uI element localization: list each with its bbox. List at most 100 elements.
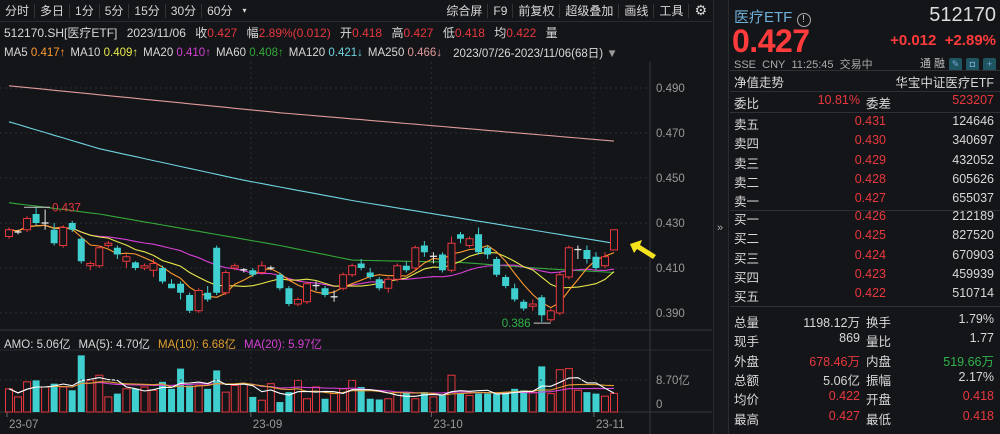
candle [14,229,22,235]
level-price[interactable]: 0.428 [854,171,886,186]
candle [23,216,32,232]
divider [98,3,100,18]
range-dropdown-icon[interactable]: ▼ [606,48,618,60]
amo-bar [493,393,501,412]
level-price[interactable]: 0.426 [854,209,886,223]
bid-level[interactable]: 买二 0.425 827520 [730,228,998,247]
bid-level[interactable]: 买四 0.423 459939 [730,267,998,286]
bid-level[interactable]: 买五 0.422 510714 [730,286,998,305]
expand-chevron-icon[interactable]: » [717,222,724,234]
time-label: 11:25:45 [791,59,834,71]
candle-body [402,265,410,271]
candle-body [528,303,537,307]
tools-button[interactable]: 工具 [659,4,684,18]
ma-value: 0.409↑ [103,47,139,59]
level-price[interactable]: 0.430 [854,133,886,148]
amo-bar [511,388,519,412]
candle [348,263,357,277]
period-tab-5min[interactable]: 5分 [104,4,124,18]
level-price[interactable]: 0.431 [854,114,886,128]
amo-bar [564,368,573,413]
avg-field: 均0.422 [494,26,536,40]
amo-bar [475,393,483,412]
stat-label: 内盘 [866,354,892,369]
bid-level[interactable]: 买三 0.424 670903 [730,248,998,267]
divider [128,3,130,18]
amo-ma5-line [8,377,615,397]
super-overlay-button[interactable]: 超级叠加 [565,4,614,18]
period-tab-multiday[interactable]: 多日 [40,4,65,18]
level-price[interactable]: 0.425 [854,228,886,243]
period-tab-15min[interactable]: 15分 [134,4,160,18]
ma20-line [8,224,615,287]
ma-value: 0.421↓ [328,47,363,59]
quote-panel: 医疗ETF ! 512170 0.427 +0.012 +2.89% SSE C… [730,0,1000,434]
period-tab-60min[interactable]: 60分 [207,4,233,18]
security-code: 512170 [929,4,996,26]
ma-value: 0.466↓ [407,47,443,59]
currency-label: CNY [762,59,786,71]
forward-adjust-button[interactable]: 前复权 [518,4,555,18]
level-label: 买四 [734,270,760,285]
exchange-label: SSE [734,59,757,71]
ma-value: 0.410↑ [176,47,211,59]
candle [357,259,365,271]
period-tab-1min[interactable]: 1分 [75,4,94,18]
amo-bar [366,398,374,412]
ma-legend-row: MA5 0.417↑ MA10 0.409↑ MA20 0.410↑ MA60 0.4… [4,45,710,61]
more-periods-dropdown-icon[interactable]: ▾ [242,6,247,15]
level-price[interactable]: 0.422 [854,286,886,301]
candle [122,254,131,268]
level-price[interactable]: 0.429 [854,152,886,167]
composite-screen-button[interactable]: 综合屏 [446,4,483,18]
change-field: 幅2.89%(0.012) [247,26,331,40]
candle [555,272,564,316]
plus-icon[interactable]: + [983,57,996,71]
date-tick-label: 23-09 [253,419,282,431]
f9-button[interactable]: F9 [493,3,508,18]
candle-body [411,247,420,269]
level-label: 卖五 [734,118,760,132]
panel-toggle-strip[interactable]: » [713,0,729,434]
period-tab-30min[interactable]: 30分 [170,4,197,18]
candle [95,245,104,268]
candle-body [159,268,167,282]
ask-level[interactable]: 卖二 0.428 605626 [730,172,998,191]
toolbar: 分时 多日 1分 5分 15分 30分 60分 ▾ 综合屏 F9 前复权 超级叠… [0,0,712,22]
kline-chart[interactable]: 0.490 0.470 0.450 0.430 0.410 0.390 23-07 23-09… [0,62,712,434]
bid-level[interactable]: 买一 0.426 212189 [730,209,998,228]
ask-level[interactable]: 卖五 0.431 124646 [730,114,998,133]
nav-row[interactable]: 净值走势 华宝中证医疗ETF [730,72,998,91]
ask-level[interactable]: 卖四 0.430 340697 [730,133,998,152]
candle [194,288,203,313]
price-tick-label: 0.490 [656,83,685,95]
info-circle-icon[interactable]: ! [796,13,811,27]
price-tick-label: 0.450 [656,173,685,185]
gear-icon[interactable]: ⚙ [694,2,707,18]
tong-tag: 通 [919,58,931,70]
nav-trend-link[interactable]: 净值走势 [734,76,785,90]
draw-line-button[interactable]: 画线 [624,4,649,18]
amo-bar [249,396,257,412]
stat-value: 5.06亿 [823,373,860,388]
pencil-icon[interactable]: ✎ [949,57,962,71]
tag-icons: 通 融 ✎ ◘ + [920,55,996,71]
candle-body [610,229,619,251]
ask-level[interactable]: 卖一 0.427 655037 [730,191,998,210]
level-price[interactable]: 0.423 [854,266,886,281]
bell-icon[interactable]: ◘ [966,57,979,71]
candle [420,241,428,257]
level-price[interactable]: 0.427 [854,191,886,206]
avg-label: 均 [494,26,507,40]
ma-legend-ma10: MA10 0.409↑ [70,47,138,59]
high-field: 高0.427 [391,26,433,40]
period-tab-intraday[interactable]: 分时 [5,4,30,18]
candle [484,245,492,259]
amo-bar [457,393,464,412]
candle [528,299,537,311]
price-tick-label: 0.430 [656,218,685,230]
level-label: 买五 [734,290,760,305]
level-price[interactable]: 0.424 [854,247,886,262]
ask-level[interactable]: 卖三 0.429 432052 [730,153,998,172]
stat-value: 0.418 [962,408,994,423]
